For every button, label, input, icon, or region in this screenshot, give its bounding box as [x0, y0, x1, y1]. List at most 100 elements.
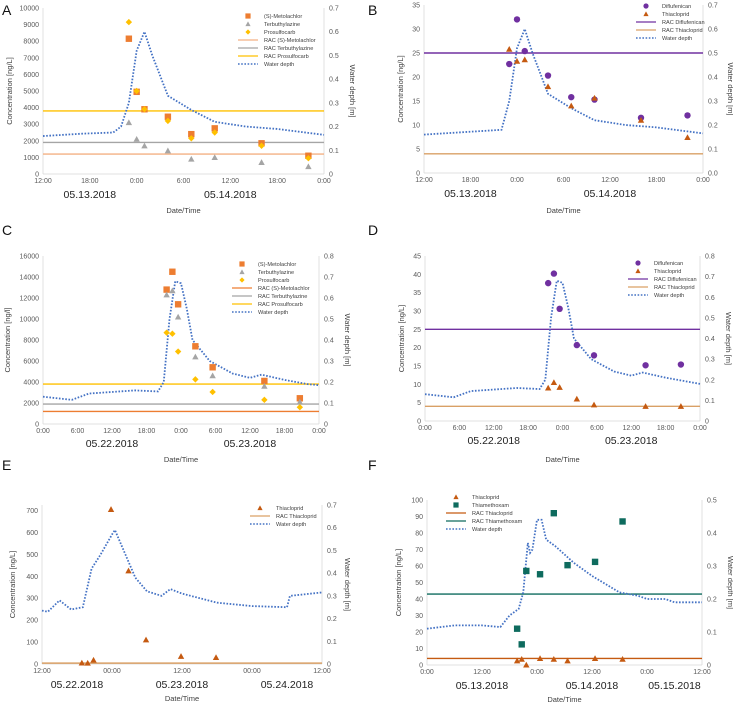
x-tick-label: 0:00 [510, 177, 524, 184]
legend-label: Terbuthylazine [264, 22, 300, 28]
legend-label: RAC Prosulfocarb [264, 54, 309, 60]
panel-f: F 0 10 20 30 40 50 60 70 80 90 100 0 0.1 0.2 0.3 0.4 0.5 0… [368, 457, 733, 704]
y-tick-label: 200 [26, 618, 38, 625]
y-tick-label: 25 [413, 327, 421, 334]
data-point [590, 401, 598, 408]
panel-a: A 0 1000 2000 3000 4000 5000 6000 7000 8000 9000 10… [2, 2, 357, 215]
y-tick-label: 40 [413, 272, 421, 279]
data-point [296, 395, 304, 402]
y-tick-label: 10000 [20, 317, 40, 324]
legend-label: RAC Diflufenican [662, 20, 705, 26]
y-tick-label: 100 [411, 498, 423, 505]
y-tick-label: 500 [26, 552, 38, 559]
y-tick-label: 10 [415, 646, 423, 653]
legend-label: Water depth [662, 36, 692, 42]
x-tick-label: 0:00 [420, 669, 434, 676]
x-axis-title: Date/Time [547, 695, 581, 704]
legend-marker [453, 494, 459, 500]
x-axis-title: Date/Time [165, 694, 199, 703]
data-point [550, 656, 558, 662]
legend-label: Diflufenican [662, 4, 691, 10]
data-point [591, 655, 599, 661]
data-point [125, 119, 133, 126]
data-point [211, 154, 218, 160]
legend-marker [643, 11, 649, 17]
x-tick-label: 18:00 [81, 178, 99, 185]
y-tick-label: 0 [416, 171, 420, 178]
x-tick-label: 0:00 [556, 425, 570, 432]
x-tick-label: 0:00 [36, 428, 50, 435]
y-right-tick-label: 0.2 [324, 380, 334, 387]
y-right-axis-title: Water depth [m] [726, 62, 733, 115]
y-right-tick-label: 0.1 [707, 630, 717, 637]
x-tick-label: 12:00 [693, 669, 711, 676]
data-point [211, 129, 218, 136]
y-right-tick-label: 0.1 [708, 147, 718, 154]
y-tick-label: 25 [412, 51, 420, 58]
y-right-tick-label: 0.7 [327, 503, 337, 510]
y-tick-label: 400 [26, 574, 38, 581]
data-point [169, 330, 176, 337]
x-tick-label: 12:00 [241, 428, 259, 435]
y-tick-label: 2000 [23, 138, 39, 145]
legend-marker [245, 21, 251, 27]
legend-label: Water depth [654, 293, 684, 299]
data-point [521, 56, 528, 63]
y-tick-label: 0 [35, 172, 39, 179]
legend-label: (S)-Metolachlor [264, 14, 302, 20]
x-tick-label: 12:00 [485, 425, 503, 432]
y-tick-label: 9000 [23, 22, 39, 29]
y-tick-label: 6000 [23, 72, 39, 79]
data-point [684, 112, 691, 119]
legend-label: RAC Thiamethoxam [472, 519, 523, 525]
y-tick-label: 30 [412, 27, 420, 34]
data-point [192, 343, 199, 350]
data-point [305, 163, 312, 170]
legend-marker [635, 268, 641, 274]
legend-label: Water depth [258, 310, 288, 316]
date-label: 05.22.2018 [467, 435, 520, 447]
y-tick-label: 0 [417, 419, 421, 426]
y-tick-label: 70 [415, 547, 423, 554]
data-point [619, 656, 626, 662]
data-point [544, 279, 552, 287]
legend-marker [453, 502, 459, 508]
data-point [141, 142, 148, 149]
y-right-tick-label: 0 [705, 419, 709, 426]
x-tick-label: 18:00 [138, 428, 156, 435]
y-tick-label: 0 [35, 422, 39, 429]
data-point [78, 659, 86, 666]
x-tick-label: 12:00 [415, 177, 433, 184]
y-tick-label: 3000 [23, 122, 39, 129]
y-right-tick-label: 0.8 [324, 254, 334, 261]
data-point [125, 18, 133, 26]
x-tick-label: 18:00 [648, 177, 666, 184]
data-point [90, 656, 97, 663]
y-tick-label: 8000 [23, 39, 39, 46]
panel-label: F [368, 457, 377, 473]
y-tick-label: 600 [26, 530, 38, 537]
data-point [590, 352, 598, 359]
y-right-tick-label: 0.3 [327, 593, 337, 600]
y-right-tick-label: 0 [324, 422, 328, 429]
data-point [550, 270, 558, 277]
y-right-tick-label: 0 [329, 172, 333, 179]
water-depth-line [41, 528, 323, 613]
data-point [518, 656, 525, 662]
data-point [521, 47, 528, 55]
x-tick-label: 00:00 [243, 668, 261, 675]
x-tick-label: 18:00 [519, 425, 537, 432]
y-axis-title: Concentration [ng/L] [397, 305, 406, 373]
y-tick-label: 50 [415, 580, 423, 587]
y-right-tick-label: 0.4 [705, 336, 715, 343]
x-tick-label: 12:00 [222, 178, 240, 185]
y-right-tick-label: 0.3 [324, 359, 334, 366]
panel-label: B [368, 2, 377, 18]
y-right-tick-label: 0.5 [324, 317, 334, 324]
legend-label: RAC (S)-Metolachlor [264, 38, 316, 44]
date-label: 05.13.2018 [444, 188, 497, 200]
y-right-tick-label: 0.4 [327, 571, 337, 578]
legend-marker [635, 260, 641, 266]
data-point [684, 134, 691, 141]
y-right-tick-label: 0.7 [705, 274, 715, 281]
